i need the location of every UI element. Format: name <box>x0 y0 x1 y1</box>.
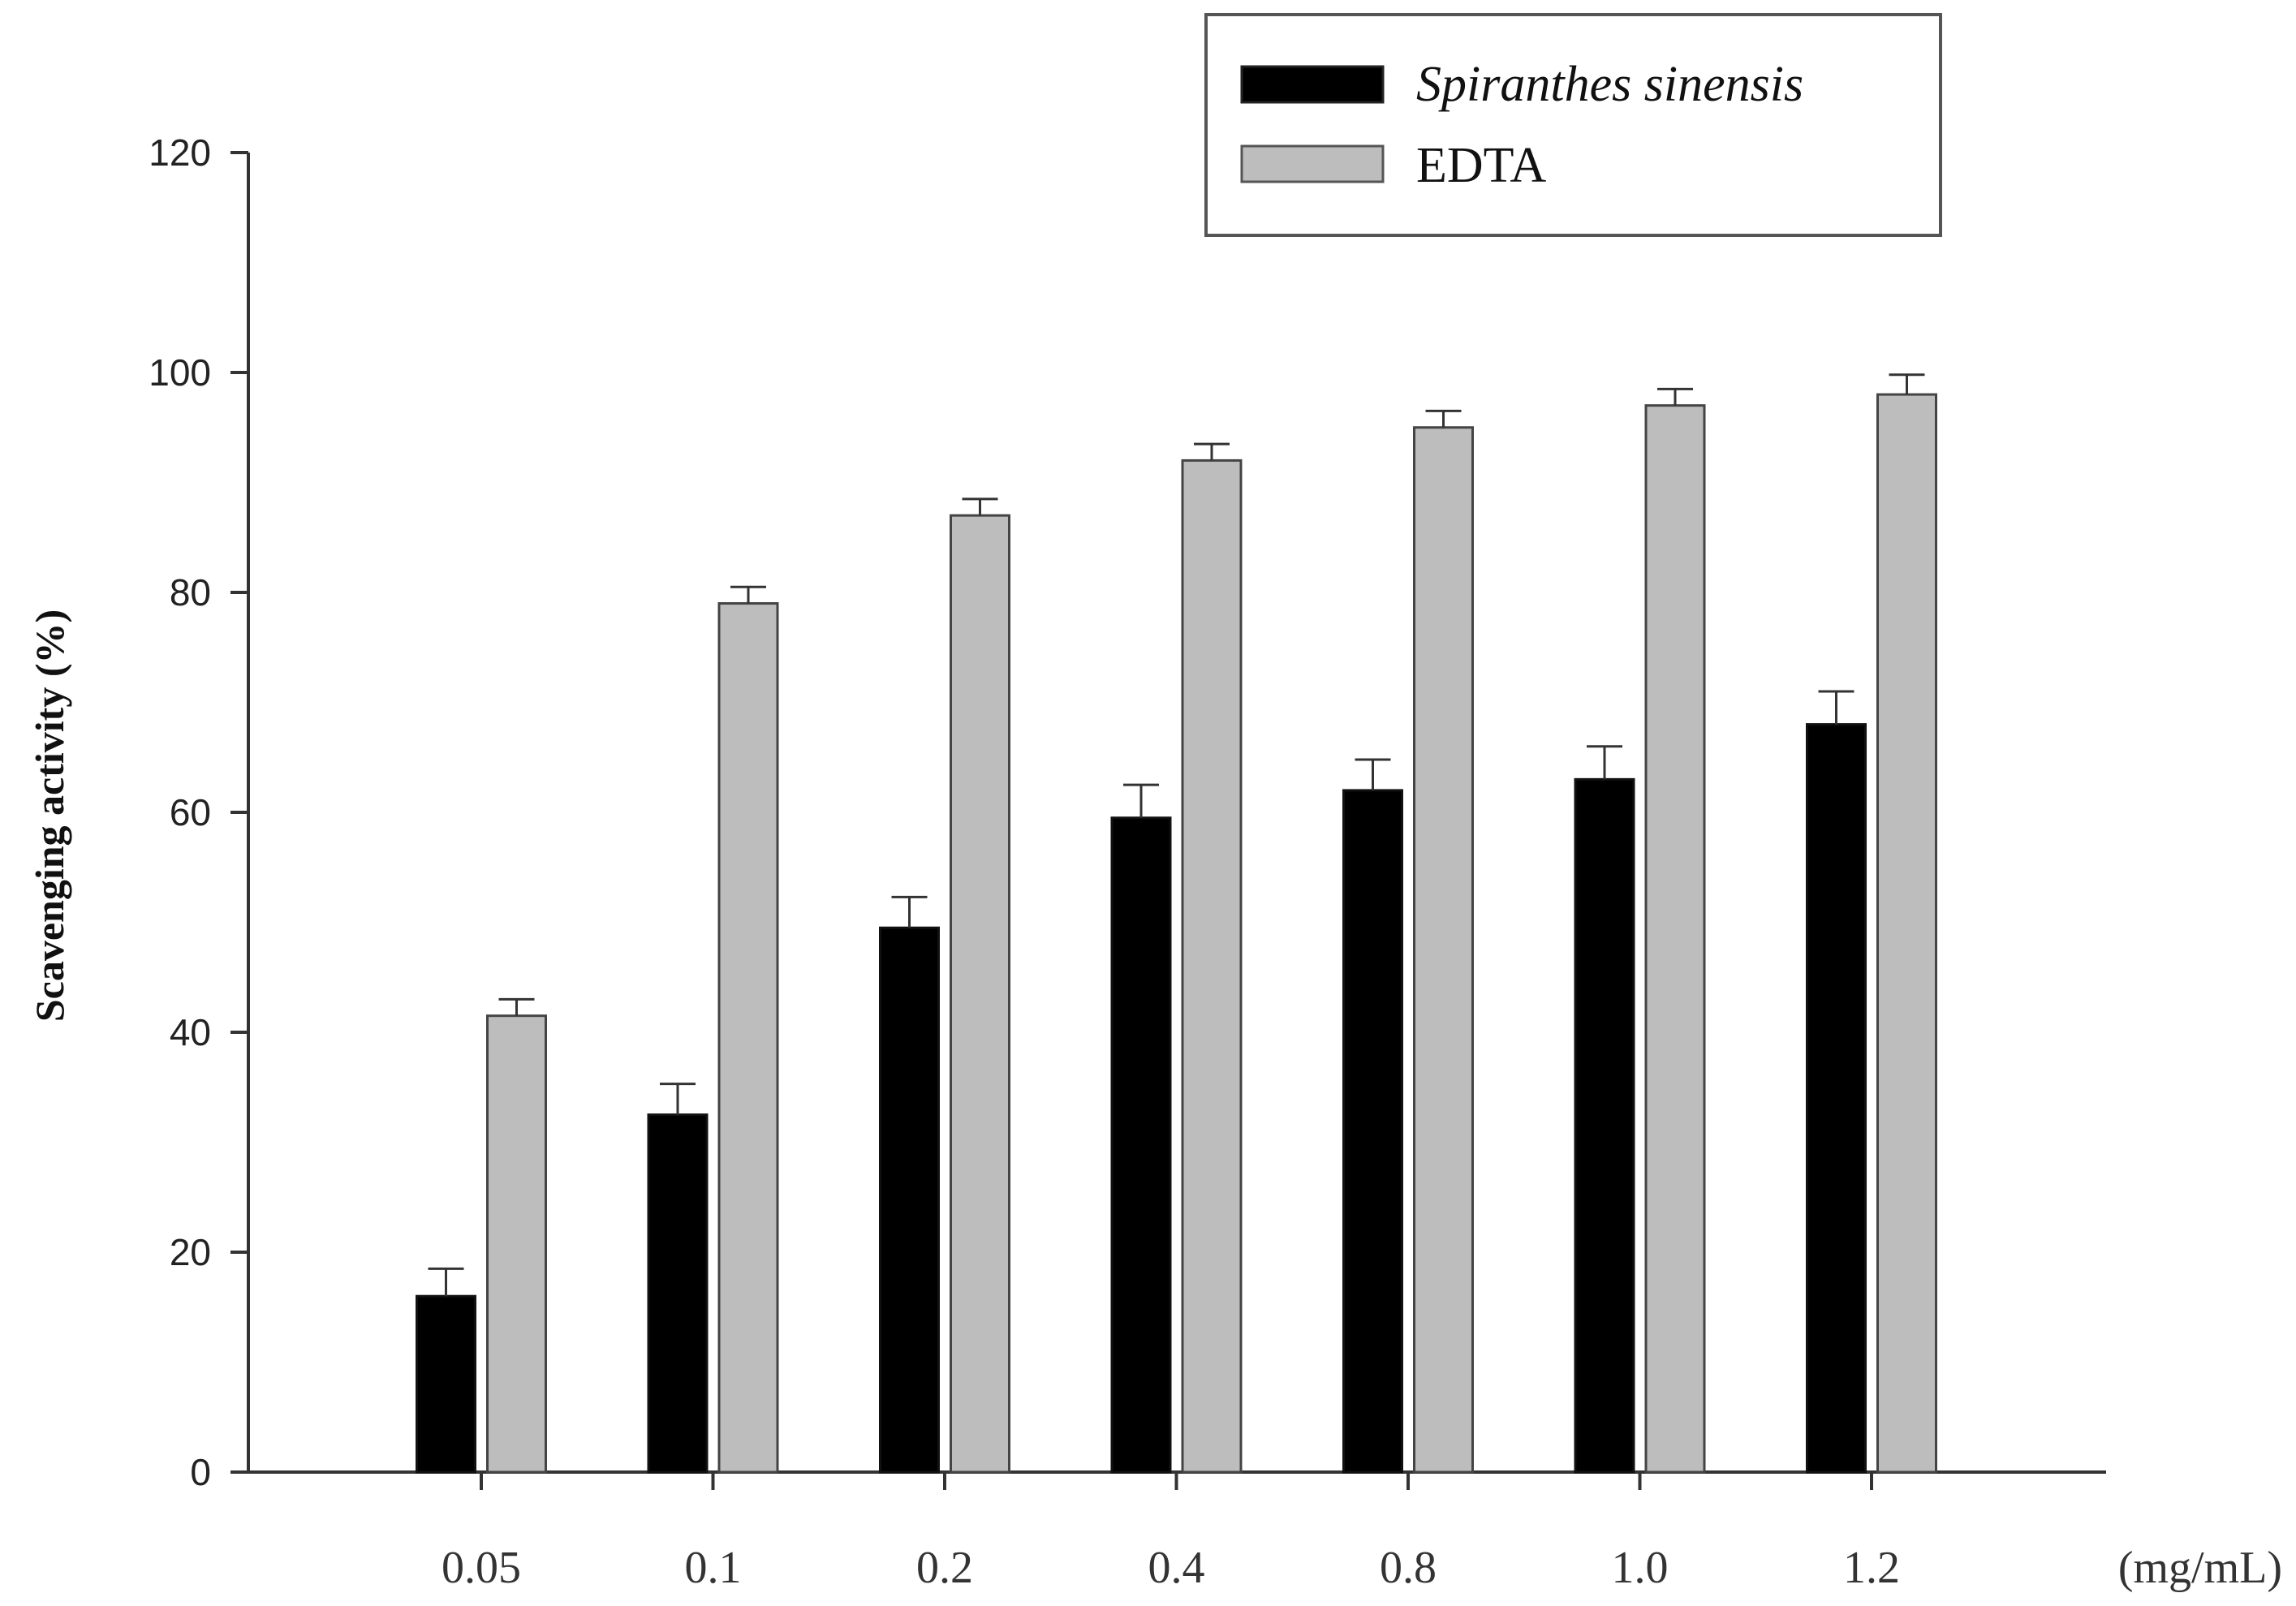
bar-spiranthes <box>1110 816 1172 1474</box>
bar-edta <box>486 1014 547 1474</box>
x-axis-unit: (mg/mL) <box>2118 1543 2282 1593</box>
y-tick-label: 100 <box>149 351 211 394</box>
y-tick-label: 0 <box>190 1451 211 1493</box>
legend-box <box>1204 13 1942 237</box>
y-tick-label: 20 <box>170 1231 211 1273</box>
y-tick-label: 60 <box>170 791 211 833</box>
legend-label-spiranthes: Spiranthes sinensis <box>1416 57 1803 112</box>
legend: Spiranthes sinensis EDTA <box>1204 13 1942 237</box>
bar-edta <box>717 602 779 1474</box>
x-category-label: 0.1 <box>685 1543 742 1593</box>
x-category-labels: 0.05 0.1 0.2 0.4 0.8 1.0 1.2 <box>442 1472 1900 1593</box>
bar-edta <box>1644 404 1706 1474</box>
bar-spiranthes <box>1806 723 1867 1474</box>
bar-edta <box>1413 426 1474 1474</box>
bar-spiranthes <box>416 1294 476 1474</box>
bar-spiranthes <box>647 1113 709 1474</box>
x-category-label: 0.05 <box>442 1543 521 1593</box>
legend-swatch-spiranthes <box>1240 65 1385 104</box>
y-ticks: 0 20 40 60 80 100 120 <box>149 131 248 1493</box>
bars <box>416 373 1937 1474</box>
legend-swatch-edta <box>1240 144 1385 183</box>
x-category-label: 1.0 <box>1612 1543 1669 1593</box>
y-tick-label: 40 <box>170 1011 211 1053</box>
bar-spiranthes <box>1574 777 1635 1474</box>
legend-label-edta: EDTA <box>1416 138 1547 193</box>
bar-spiranthes <box>1342 789 1403 1474</box>
bar-edta <box>950 514 1010 1474</box>
y-axis-title: Scavenging activity (%) <box>27 609 72 1022</box>
x-category-label: 0.2 <box>916 1543 973 1593</box>
bar-spiranthes <box>879 926 940 1474</box>
bar-edta <box>1181 459 1243 1474</box>
y-tick-label: 120 <box>149 131 211 174</box>
x-category-label: 1.2 <box>1843 1543 1900 1593</box>
y-tick-label: 80 <box>170 571 211 614</box>
x-category-label: 0.4 <box>1148 1543 1205 1593</box>
bar-edta <box>1876 393 1937 1474</box>
x-category-label: 0.8 <box>1380 1543 1437 1593</box>
